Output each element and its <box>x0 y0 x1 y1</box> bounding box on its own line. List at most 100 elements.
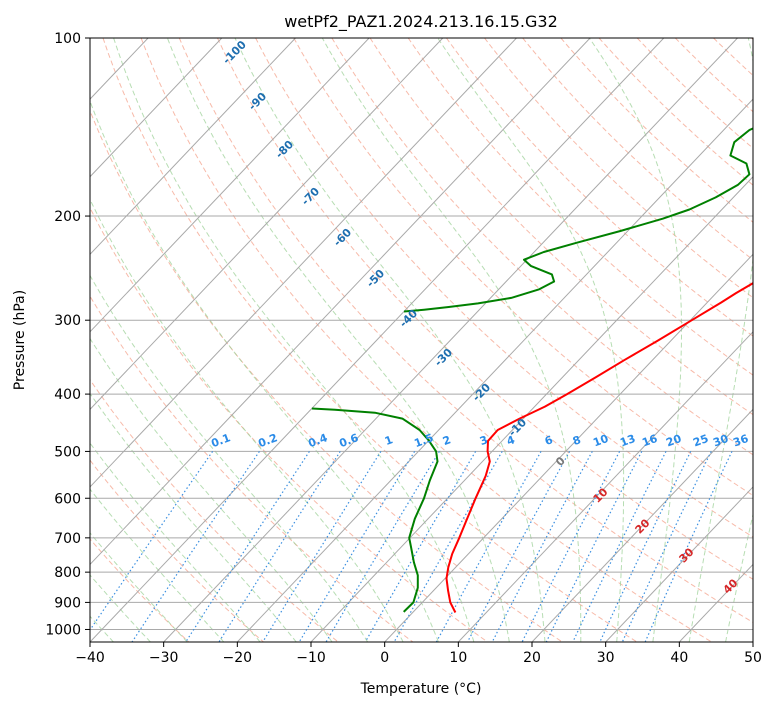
mixing-ratio-label: 0.6 <box>337 431 360 450</box>
moist-adiabat <box>90 392 297 642</box>
mixing-ratio-label: 1 <box>383 433 395 448</box>
mixing-ratio-line <box>572 451 667 642</box>
dry-adiabat <box>102 38 638 642</box>
y-tick-label: 700 <box>54 531 81 547</box>
series-line-1 <box>311 407 439 613</box>
isotherm-line <box>457 331 753 642</box>
isotherm-line <box>90 38 665 642</box>
isotherm-line <box>531 408 753 642</box>
dry-adiabat <box>90 206 488 642</box>
isotherm-line <box>90 38 370 333</box>
isotherm-line <box>90 38 517 488</box>
grid-layer <box>0 38 753 642</box>
dry-adiabat <box>293 38 753 497</box>
moist-adiabat <box>688 38 753 642</box>
mixing-ratio-line <box>131 451 260 642</box>
mixing-ratio-label: 0.1 <box>209 431 232 450</box>
moist-adiabat <box>90 198 404 642</box>
axis-layer: −40 −30 −20 −10 0 10 20 30 40 5010020030040050060… <box>45 31 762 666</box>
moist-adiabat <box>90 99 439 642</box>
mixing-ratio-label: 36 <box>731 432 750 450</box>
mixing-ratio-label: 20 <box>664 432 683 450</box>
isotherm-label: -80 <box>273 138 296 161</box>
dry-adiabat <box>255 38 753 538</box>
dry-adiabat <box>560 38 753 223</box>
x-tick-label: −30 <box>149 650 179 666</box>
isotherm-line <box>0 38 1 642</box>
moist-adiabat <box>90 274 369 642</box>
dry-adiabat <box>484 38 753 299</box>
isotherm-line <box>752 641 753 642</box>
moist-adiabat <box>90 574 151 642</box>
dry-adiabat <box>90 109 563 642</box>
y-tick-label: 800 <box>54 565 81 581</box>
mixing-ratio-label: 10 <box>591 432 610 450</box>
mixing-ratio-label: 8 <box>571 433 583 448</box>
dry-adiabat <box>751 38 753 40</box>
x-tick-label: 0 <box>380 650 389 666</box>
dry-adiabat <box>713 38 753 77</box>
dry-adiabat <box>445 38 753 337</box>
mixing-ratio-line <box>90 451 214 632</box>
isotherm-label: -70 <box>299 185 322 208</box>
y-tick-label: 300 <box>54 313 81 329</box>
moist-adiabat <box>234 38 546 642</box>
isotherm-label: 10 <box>591 485 611 505</box>
x-axis-title: Temperature (°C) <box>360 681 482 697</box>
dry-adiabat <box>369 38 753 416</box>
mixing-ratio-line <box>521 451 621 642</box>
isotherm-label: -30 <box>432 346 455 369</box>
plot-frame <box>89 37 754 643</box>
isotherm-label: -50 <box>364 267 387 290</box>
series-line-2 <box>403 127 753 313</box>
y-tick-label: 900 <box>54 595 81 611</box>
dry-adiabat <box>90 538 190 642</box>
mixing-ratio-line <box>466 451 571 642</box>
x-tick-label: 20 <box>523 650 541 666</box>
x-tick-label: 40 <box>670 650 688 666</box>
x-tick-label: −40 <box>75 650 105 666</box>
y-tick-label: 100 <box>54 31 81 47</box>
y-tick-label: 600 <box>54 491 81 507</box>
moist-adiabat <box>588 38 682 642</box>
mixing-ratio-label: 6 <box>543 433 555 448</box>
moist-adiabat <box>321 38 582 642</box>
isotherm-line <box>384 253 753 642</box>
mixing-ratio-labels: 0.1 0.2 0.4 0.6 1 1.5 2 3 4 6 8 10 13 16 20 25 30 36 <box>209 431 750 450</box>
dry-adiabat <box>140 38 712 642</box>
isotherm-line <box>605 486 753 642</box>
dry-adiabat <box>522 38 753 261</box>
isotherm-label: -20 <box>470 381 493 404</box>
dry-adiabat <box>217 38 753 580</box>
mixing-ratio-line <box>545 451 643 642</box>
series-line-0 <box>445 282 753 613</box>
x-tick-label: −10 <box>296 650 326 666</box>
isotherm-label: 30 <box>677 545 697 565</box>
dry-adiabat <box>90 295 414 642</box>
isotherm-line <box>90 38 591 566</box>
y-tick-label: 1000 <box>45 622 81 638</box>
y-tick-label: 400 <box>54 387 81 403</box>
mixing-ratio-label: 25 <box>691 432 710 449</box>
mixing-ratio-line <box>644 451 733 642</box>
isotherm-line <box>310 176 753 642</box>
y-tick-label: 200 <box>54 209 81 225</box>
moist-adiabat <box>725 512 753 642</box>
isotherm-line <box>163 38 738 642</box>
y-axis-title: Pressure (hPa) <box>12 290 28 390</box>
mixing-ratio-label: 4 <box>505 433 517 448</box>
mixing-ratio-label: 1.5 <box>412 431 435 450</box>
moist-adiabat <box>90 442 261 642</box>
mixing-ratio-line <box>262 451 382 642</box>
chart-title: wetPf2_PAZ1.2024.213.16.15.G32 <box>284 12 558 32</box>
isotherm-line <box>236 98 753 642</box>
x-tick-label: 50 <box>744 650 762 666</box>
mixing-ratio-label: 0.2 <box>256 431 279 450</box>
isotherm-label: -90 <box>246 90 269 113</box>
dry-adiabat <box>90 378 339 642</box>
isotherm-label: 40 <box>721 576 741 596</box>
mixing-ratio-line <box>393 451 503 642</box>
mixing-ratio-line <box>491 451 593 642</box>
